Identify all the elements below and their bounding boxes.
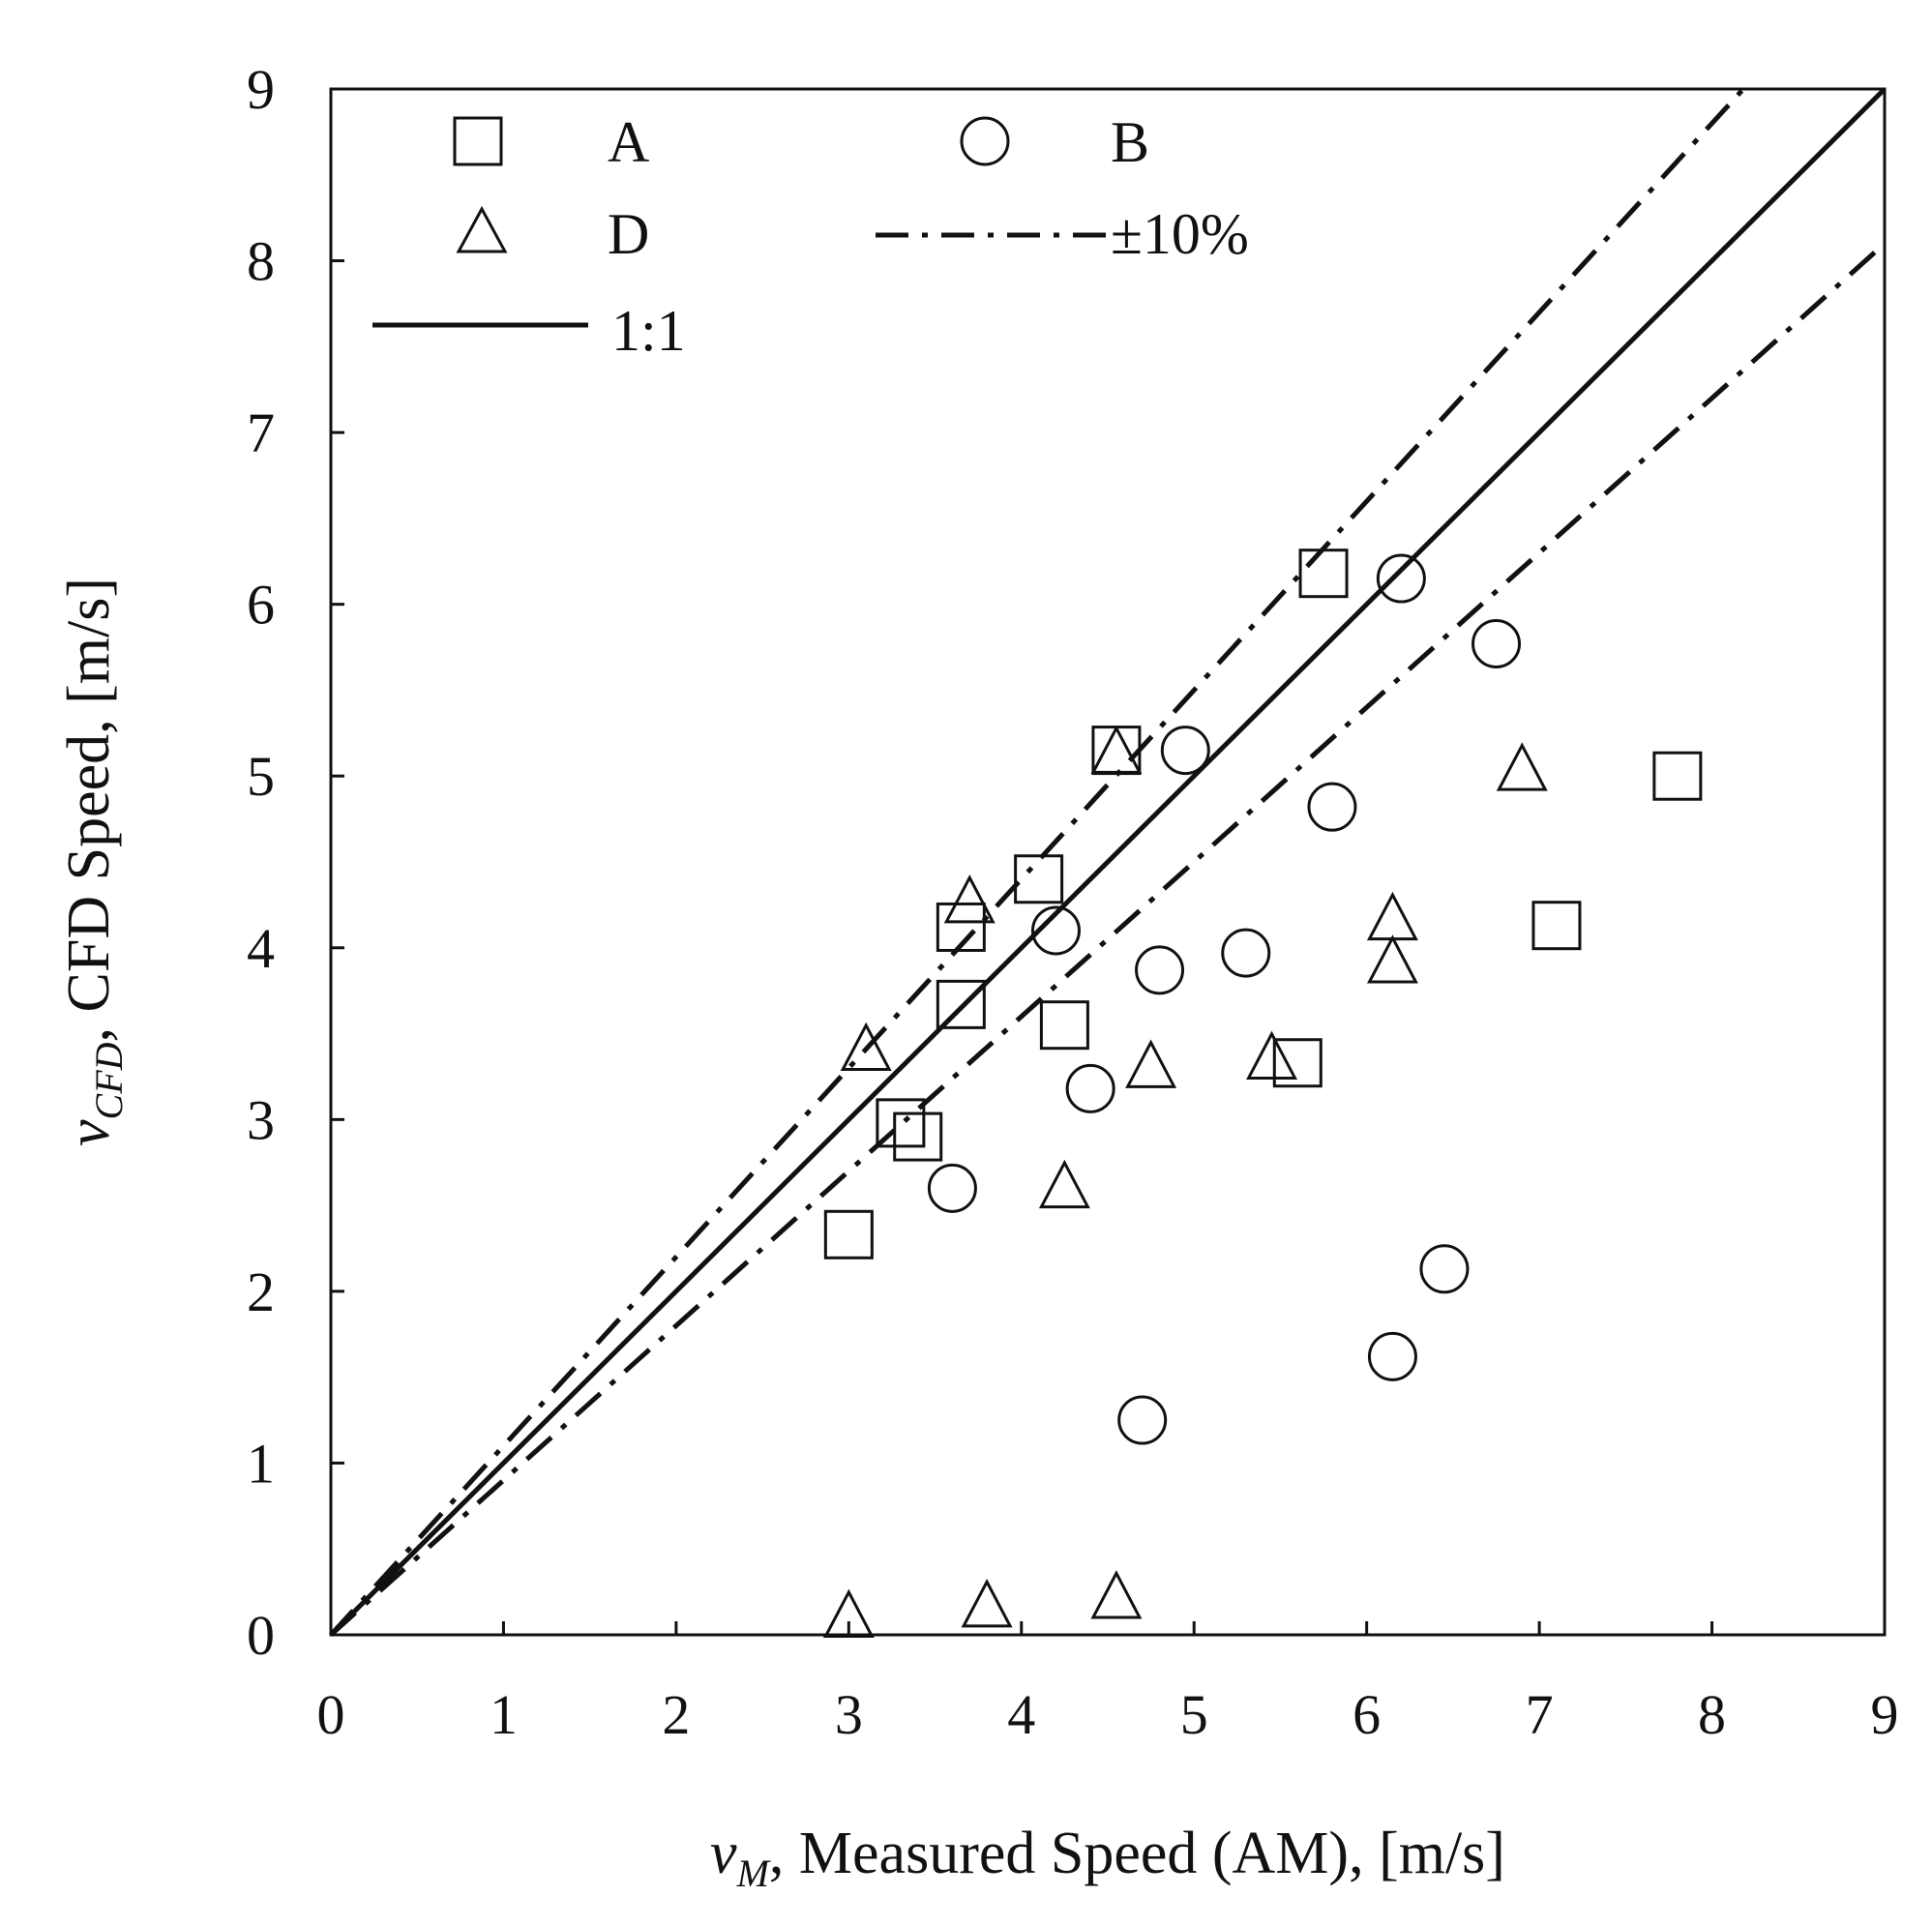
point-series-a-square xyxy=(1652,751,1703,801)
legend-label-d: D xyxy=(608,202,649,266)
point-series-b-circle xyxy=(1065,1063,1115,1113)
legend-square-icon xyxy=(453,116,503,166)
point-series-d-triangle xyxy=(840,1022,892,1072)
y-tick-label: 7 xyxy=(247,401,275,464)
point-series-a-square xyxy=(1039,1000,1089,1051)
x-tick-label: 8 xyxy=(1698,1683,1726,1746)
point-series-d-triangle xyxy=(1090,1570,1143,1619)
point-series-b-circle xyxy=(1160,726,1210,776)
legend-triangle-icon xyxy=(456,205,508,253)
point-series-a-square xyxy=(1091,726,1142,776)
point-series-b-circle xyxy=(1030,905,1081,956)
y-axis-title: vCFD, CFD Speed, [m/s] xyxy=(56,578,131,1146)
y-tick-label: 6 xyxy=(247,574,275,637)
y-tick-label: 2 xyxy=(247,1260,275,1323)
reference-line-one-to-one xyxy=(329,87,1887,1637)
point-series-a-square xyxy=(1298,548,1349,599)
x-tick-label: 0 xyxy=(317,1683,345,1746)
point-series-a-square xyxy=(893,1111,943,1162)
x-tick-label: 6 xyxy=(1352,1683,1381,1746)
y-tick-label: 5 xyxy=(247,745,275,808)
point-series-a-square xyxy=(876,1098,926,1148)
point-series-a-square xyxy=(936,902,986,952)
point-series-b-circle xyxy=(1471,619,1521,669)
point-series-a-square xyxy=(1531,901,1582,951)
y-tick-label: 1 xyxy=(247,1432,275,1495)
legend-circle-icon xyxy=(960,116,1010,166)
legend-label-one-to-one: 1:1 xyxy=(611,299,686,363)
y-axis-var: v xyxy=(56,1119,122,1146)
point-series-d-triangle xyxy=(1090,725,1143,774)
y-axis-text: , CFD Speed, [m/s] xyxy=(56,578,122,1043)
point-series-d-triangle xyxy=(1366,891,1418,941)
x-tick-label: 1 xyxy=(490,1683,518,1746)
plot-area-frame xyxy=(329,87,1887,1637)
point-series-d-triangle xyxy=(943,874,996,924)
y-tick-label: 3 xyxy=(247,1088,275,1151)
x-tick-label: 9 xyxy=(1871,1683,1899,1746)
y-tick-label: 4 xyxy=(247,917,275,980)
legend-label-b: B xyxy=(1111,110,1149,174)
point-series-b-circle xyxy=(1419,1244,1470,1294)
y-axis-sub: CFD xyxy=(87,1042,131,1119)
reference-line-plus-ten-percent xyxy=(329,87,1745,1637)
x-axis-text: , Measured Speed (AM), [m/s] xyxy=(769,1821,1505,1886)
x-axis-var: v xyxy=(710,1821,737,1886)
legend-label-a: A xyxy=(608,110,649,174)
point-series-b-circle xyxy=(1367,1331,1417,1381)
point-series-b-circle xyxy=(1221,928,1271,978)
x-tick-label: 3 xyxy=(835,1683,863,1746)
point-series-b-circle xyxy=(1307,782,1357,832)
point-series-d-triangle xyxy=(1125,1039,1177,1088)
x-tick-label: 7 xyxy=(1526,1683,1554,1746)
x-axis-sub: M xyxy=(736,1852,772,1895)
point-series-a-square xyxy=(823,1209,874,1259)
legend-label-ten-percent: ±10% xyxy=(1111,202,1249,266)
x-tick-label: 2 xyxy=(662,1683,690,1746)
point-series-d-triangle xyxy=(1496,742,1548,791)
point-series-b-circle xyxy=(1376,553,1426,604)
x-tick-label: 4 xyxy=(1007,1683,1035,1746)
point-series-a-square xyxy=(1014,854,1064,904)
point-series-d-triangle xyxy=(1366,934,1418,984)
y-tick-label: 8 xyxy=(247,230,275,293)
y-tick-label: 0 xyxy=(247,1604,275,1667)
legend: A B D ±10% 1:1 xyxy=(372,110,1249,363)
point-series-b-circle xyxy=(1117,1395,1168,1445)
point-series-a-square xyxy=(1272,1038,1323,1088)
x-tick-label: 5 xyxy=(1180,1683,1208,1746)
reference-line-minus-ten-percent xyxy=(329,241,1887,1637)
point-series-d-triangle xyxy=(961,1579,1013,1628)
x-axis-title: vM, Measured Speed (AM), [m/s] xyxy=(710,1821,1505,1895)
point-series-b-circle xyxy=(1135,945,1185,995)
point-series-d-triangle xyxy=(1038,1159,1090,1209)
point-series-a-square xyxy=(936,979,986,1029)
y-tick-label: 9 xyxy=(247,58,275,121)
point-series-b-circle xyxy=(927,1163,977,1213)
point-series-d-triangle xyxy=(1246,1030,1298,1080)
